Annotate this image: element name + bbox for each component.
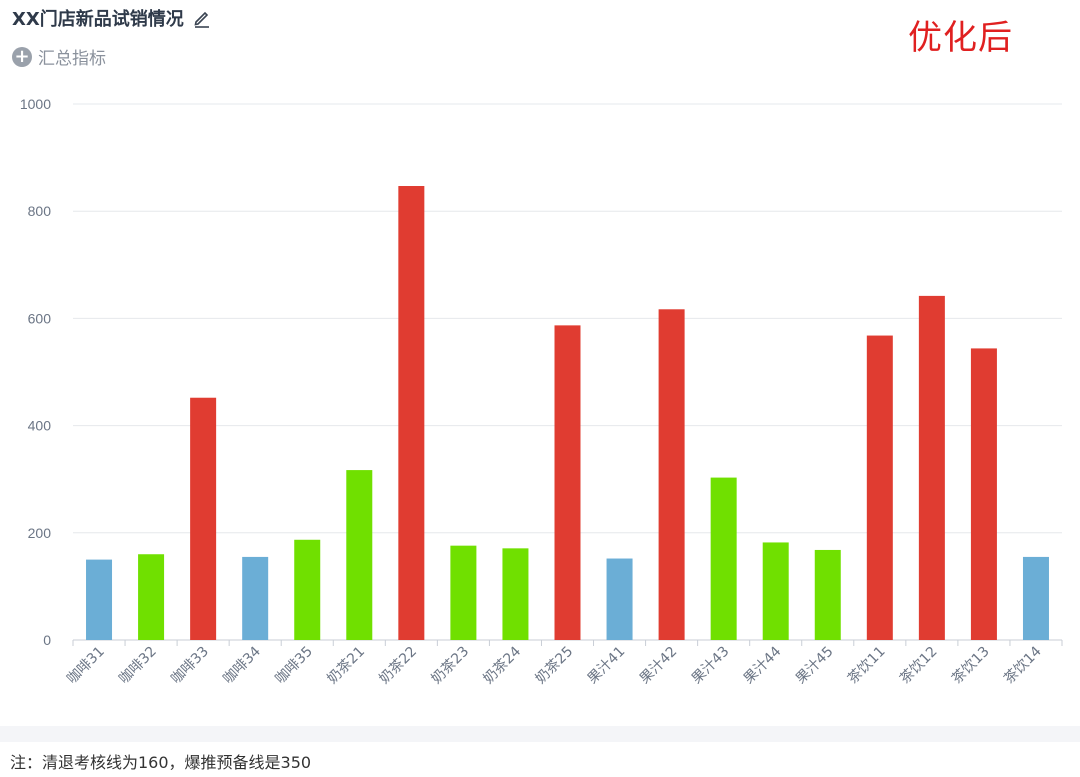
y-tick-label: 800	[28, 203, 52, 219]
bar[interactable]	[86, 559, 113, 640]
bar[interactable]	[398, 186, 425, 640]
plus-circle-icon: +	[12, 46, 32, 67]
bar[interactable]	[450, 545, 477, 640]
bar[interactable]	[294, 539, 321, 640]
bar[interactable]	[970, 348, 997, 640]
summary-metrics-label: 汇总指标	[38, 49, 106, 69]
x-tick-label: 果汁44	[741, 643, 785, 687]
chart-panel: XX门店新品试销情况 优化后 + 汇总指标 0 200 400 600 800 1000 咖…	[12, 5, 1063, 688]
footnote: 注：清退考核线为160，爆推预备线是350	[10, 753, 312, 772]
bar[interactable]	[710, 477, 737, 640]
x-tick-label: 咖啡33	[168, 644, 212, 688]
bar-layer	[86, 186, 1049, 640]
x-tick-label: 果汁42	[637, 644, 681, 688]
bar[interactable]	[658, 309, 685, 640]
x-tick-label: 果汁45	[793, 644, 837, 688]
page-title: XX门店新品试销情况	[12, 9, 184, 30]
x-tick-label: 茶饮11	[845, 644, 889, 688]
bar[interactable]	[138, 554, 165, 640]
x-tick-label: 茶饮14	[1001, 643, 1045, 687]
panel-title-row: XX门店新品试销情况	[12, 5, 212, 31]
x-tick-label: 茶饮12	[897, 644, 941, 688]
bar[interactable]	[606, 558, 633, 640]
bar[interactable]	[918, 295, 945, 640]
bar[interactable]	[502, 548, 529, 640]
x-tick-label: 茶饮13	[949, 644, 993, 688]
x-tick-label: 咖啡31	[64, 644, 108, 688]
y-tick-label: 200	[28, 525, 52, 541]
x-tick-label: 奶茶21	[324, 644, 368, 688]
x-tick-label: 咖啡35	[272, 644, 316, 688]
x-tick-label: 咖啡32	[116, 644, 160, 688]
footer-band	[0, 726, 1080, 742]
y-tick-label: 1000	[20, 96, 51, 112]
x-tick-label: 奶茶25	[533, 644, 577, 688]
bar[interactable]	[346, 470, 373, 640]
y-tick-label: 600	[28, 310, 52, 326]
x-tick-label: 咖啡34	[220, 643, 264, 687]
edit-icon[interactable]	[192, 8, 212, 28]
y-tick-label: 0	[43, 632, 51, 648]
bar[interactable]	[762, 542, 789, 640]
bar[interactable]	[554, 325, 581, 640]
x-tick-label: 奶茶22	[376, 644, 420, 688]
bar[interactable]	[866, 335, 893, 640]
x-tick-label: 奶茶24	[481, 643, 525, 687]
annotation-label: 优化后	[908, 18, 1013, 58]
x-tick-label: 果汁43	[689, 644, 733, 688]
bar[interactable]	[814, 549, 841, 640]
x-tick-label: 果汁41	[585, 644, 629, 688]
bar[interactable]	[1022, 556, 1049, 640]
bar[interactable]	[242, 556, 269, 640]
bar[interactable]	[190, 397, 217, 640]
summary-metrics-button[interactable]: + 汇总指标	[12, 44, 106, 69]
x-tick-label: 奶茶23	[429, 644, 473, 688]
y-tick-label: 400	[28, 418, 52, 434]
